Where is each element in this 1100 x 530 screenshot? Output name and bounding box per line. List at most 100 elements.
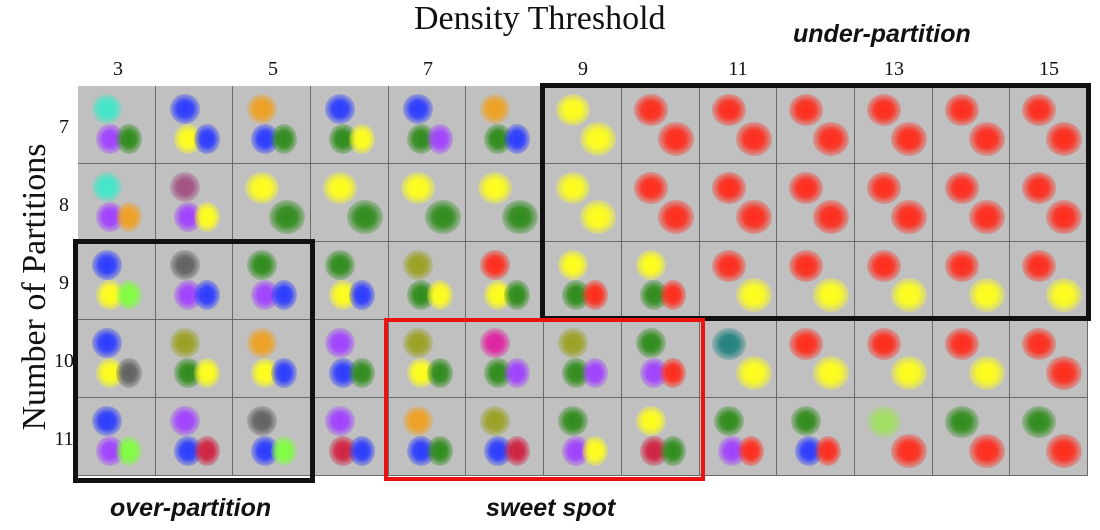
cluster-blob xyxy=(402,94,433,124)
partition-cell xyxy=(388,398,467,476)
x-tick-13: 13 xyxy=(884,58,904,80)
cluster-blob xyxy=(1022,250,1057,282)
partition-cell xyxy=(777,242,855,320)
partition-cell xyxy=(544,398,622,476)
partition-cell xyxy=(932,164,1011,242)
cluster-blob xyxy=(193,358,220,388)
cluster-blob xyxy=(269,200,306,234)
cluster-blob xyxy=(193,280,220,310)
partition-cell xyxy=(932,86,1011,164)
x-tick-7: 7 xyxy=(423,58,433,80)
cluster-blob xyxy=(635,328,666,358)
partition-cell xyxy=(233,86,312,164)
cluster-blob xyxy=(635,406,666,436)
cluster-blob xyxy=(349,280,376,310)
cluster-blob xyxy=(116,202,142,232)
cluster-blob xyxy=(1022,172,1057,204)
partition-cell xyxy=(1010,86,1088,164)
partition-cell xyxy=(466,320,545,398)
cluster-blob xyxy=(116,280,142,310)
partition-cell xyxy=(466,242,545,320)
cluster-blob xyxy=(323,172,358,204)
cluster-blob xyxy=(558,406,589,436)
cluster-blob xyxy=(813,278,850,312)
cluster-blob xyxy=(1022,406,1057,438)
cluster-blob xyxy=(580,122,617,156)
partition-cell xyxy=(777,86,855,164)
cluster-blob xyxy=(944,406,979,438)
x-tick-9: 9 xyxy=(578,58,588,80)
cluster-blob xyxy=(968,200,1005,234)
partition-cell xyxy=(311,242,389,320)
cluster-blob xyxy=(271,436,298,466)
partition-cell xyxy=(78,320,156,398)
partition-cell xyxy=(233,398,312,476)
partition-cell xyxy=(311,86,389,164)
cluster-blob xyxy=(245,172,280,204)
x-tick-15: 15 xyxy=(1039,58,1059,80)
cluster-blob xyxy=(791,406,822,436)
cluster-blob xyxy=(92,94,122,124)
cluster-blob xyxy=(968,278,1005,312)
partition-cell xyxy=(155,164,234,242)
cluster-blob xyxy=(944,328,979,360)
cluster-blob xyxy=(1046,278,1083,312)
partition-cell xyxy=(854,86,933,164)
partition-cell xyxy=(388,242,467,320)
cluster-blob xyxy=(558,250,589,280)
x-tick-3: 3 xyxy=(113,58,123,80)
chart-title: Density Threshold xyxy=(414,0,666,37)
partition-cell xyxy=(932,320,1011,398)
cluster-blob xyxy=(944,94,979,126)
cluster-blob xyxy=(400,172,435,204)
cluster-blob xyxy=(713,406,744,436)
cluster-blob xyxy=(944,172,979,204)
cluster-blob xyxy=(968,356,1005,390)
cluster-blob xyxy=(813,200,850,234)
partition-cell xyxy=(544,86,622,164)
cluster-blob xyxy=(737,436,764,466)
cluster-blob xyxy=(813,356,850,390)
cluster-blob xyxy=(502,200,539,234)
cluster-blob xyxy=(426,436,453,466)
cluster-blob xyxy=(271,280,298,310)
partition-cell xyxy=(544,242,622,320)
partition-cell xyxy=(233,320,312,398)
cluster-blob xyxy=(1022,94,1057,126)
partition-cell xyxy=(854,164,933,242)
sweet-spot-label: sweet spot xyxy=(486,494,616,522)
cluster-blob xyxy=(635,250,666,280)
cluster-blob xyxy=(92,328,122,358)
cluster-blob xyxy=(890,356,927,390)
cluster-blob xyxy=(866,172,901,204)
cluster-blob xyxy=(169,94,200,124)
cluster-blob xyxy=(116,124,142,154)
cluster-blob xyxy=(426,280,453,310)
partition-cell xyxy=(544,164,622,242)
partition-cell xyxy=(233,242,312,320)
partition-cell xyxy=(854,320,933,398)
partition-cell xyxy=(388,320,467,398)
partition-cell xyxy=(388,164,467,242)
x-tick-5: 5 xyxy=(268,58,278,80)
partition-cell xyxy=(78,242,156,320)
partition-cell xyxy=(777,164,855,242)
cluster-blob xyxy=(247,406,278,436)
partition-cell xyxy=(699,398,778,476)
cluster-blob xyxy=(1046,356,1083,390)
cluster-blob xyxy=(711,172,746,204)
partition-cell xyxy=(854,398,933,476)
cluster-blob xyxy=(556,94,591,126)
cluster-blob xyxy=(659,436,686,466)
cluster-blob xyxy=(92,250,122,280)
cluster-blob xyxy=(426,358,453,388)
partition-cell xyxy=(466,164,545,242)
cluster-blob xyxy=(789,172,824,204)
partition-cell xyxy=(854,242,933,320)
cluster-blob xyxy=(711,328,746,360)
cluster-blob xyxy=(815,436,842,466)
cluster-blob xyxy=(247,94,278,124)
cluster-blob xyxy=(789,250,824,282)
partition-cell xyxy=(388,86,467,164)
cluster-blob xyxy=(735,200,772,234)
